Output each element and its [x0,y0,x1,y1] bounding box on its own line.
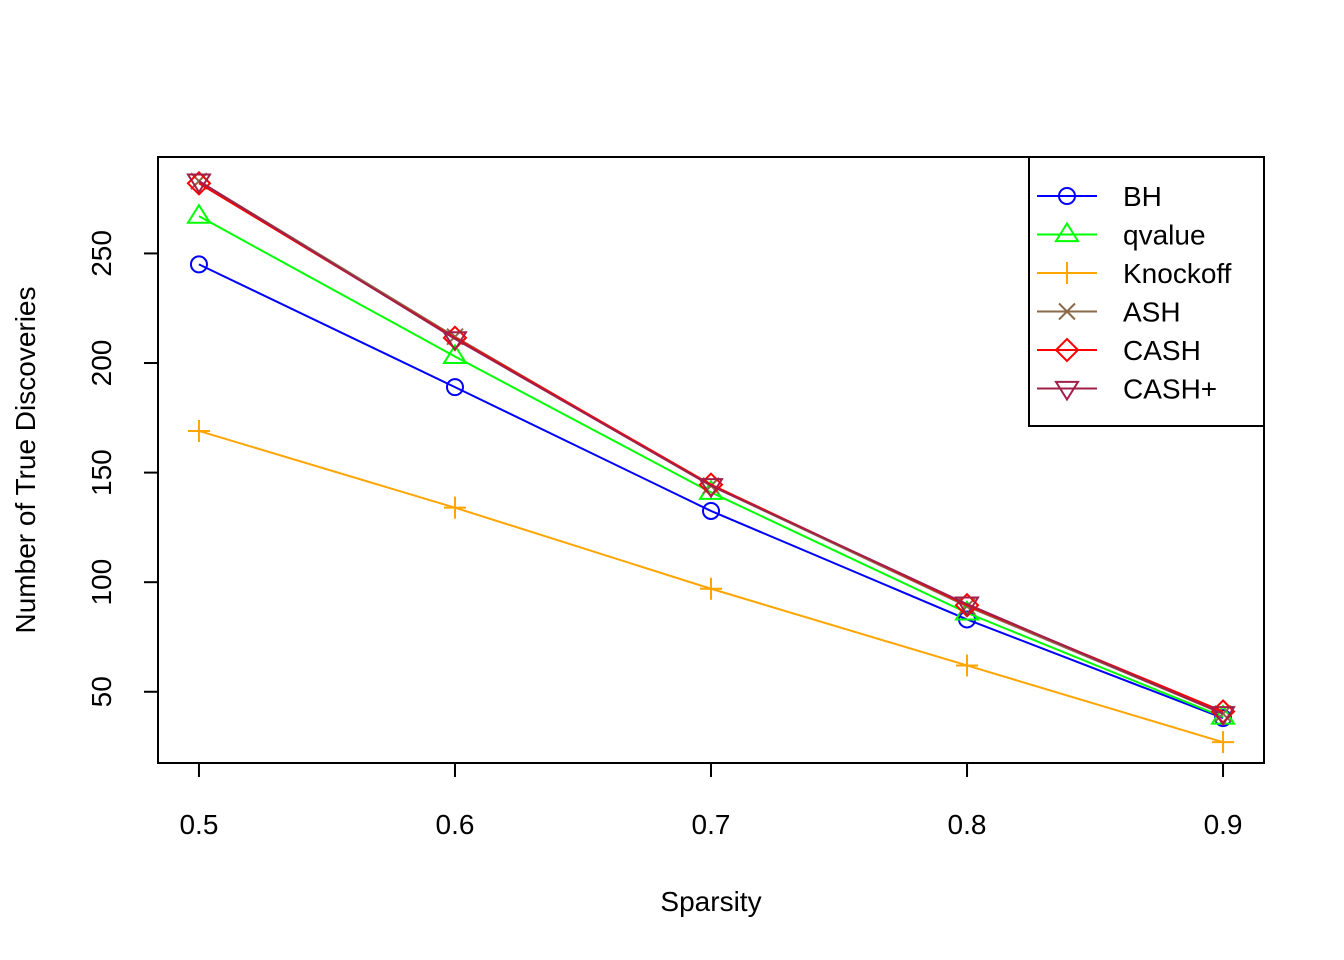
data-point-bh [445,378,464,397]
x-tick-label: 0.7 [692,809,731,840]
legend-item-qvalue: qvalue [1037,220,1206,251]
y-axis: 50 100 150 200 250 [86,230,159,707]
series-knockoff [187,419,1235,754]
series-line-cash-plus [198,180,1224,715]
x-axis: 0.5 0.6 0.7 0.8 0.9 [179,762,1243,840]
legend-item-bh: BH [1037,181,1162,212]
data-point-cash-plus [442,331,468,352]
data-point-bh [189,255,208,274]
data-point-knockoff [956,654,979,677]
data-point-knockoff [443,496,466,519]
data-point-qvalue [186,203,212,224]
x-tick-label: 0.5 [179,809,218,840]
y-tick-label: 150 [86,449,117,496]
legend-marker [1054,221,1080,243]
legend-label: BH [1123,181,1162,212]
data-point-bh [702,501,720,520]
data-point-cash-plus [954,596,980,617]
series-cash-plus [186,173,1236,727]
legend-marker [1054,337,1080,363]
legend-label: CASH+ [1123,374,1217,405]
y-tick-label: 250 [86,230,117,277]
x-tick-label: 0.8 [948,809,987,840]
legend-marker [1056,262,1078,284]
legend-label: qvalue [1123,220,1206,251]
x-tick-label: 0.9 [1204,809,1243,840]
data-point-knockoff [700,577,722,600]
legend-item-knockoff: Knockoff [1037,258,1232,289]
data-point-cash-plus [698,478,724,499]
legend-item-ash: ASH [1037,297,1181,328]
y-tick-label: 200 [86,340,117,387]
legend: BH qvalue Knockoff ASH CASH CASH+ [1028,156,1265,427]
legend-marker [1058,187,1076,205]
x-axis-title: Sparsity [660,886,761,917]
data-point-qvalue [442,343,468,365]
data-point-cash-plus [186,173,212,194]
series-line-bh [198,263,1224,720]
data-point-knockoff [187,419,210,442]
legend-label: CASH [1123,335,1201,366]
legend-item-cash-plus: CASH+ [1037,374,1217,405]
series-line-qvalue [198,215,1224,718]
y-axis-title: Number of True Discoveries [10,286,41,633]
y-tick-label: 100 [86,559,117,606]
legend-label: Knockoff [1123,258,1232,289]
legend-marker [1054,380,1080,402]
x-tick-label: 0.6 [436,809,475,840]
legend-item-cash: CASH [1037,335,1201,366]
series-layer [186,170,1236,754]
legend-label: ASH [1123,297,1181,328]
data-point-cash-plus [1210,706,1236,727]
data-point-knockoff [1212,731,1235,754]
legend-marker [1058,302,1076,321]
y-tick-label: 50 [86,676,117,707]
